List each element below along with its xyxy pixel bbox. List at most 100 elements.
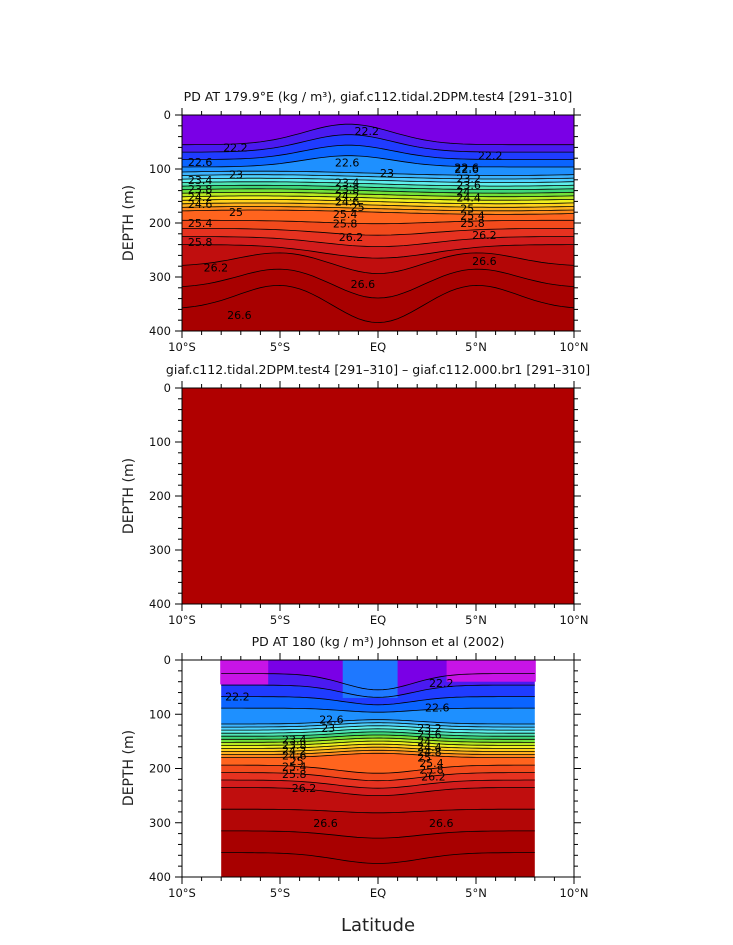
panel-top-band [182, 134, 574, 160]
panel-top-band [182, 171, 574, 179]
panel-top-contour-label: 22.6 [454, 163, 479, 176]
panel-bottom-contour-label: 24.2 [282, 745, 307, 758]
panel-bottom-xtick-label: EQ [370, 886, 386, 900]
panel-bottom-ylabel: DEPTH (m) [121, 730, 137, 806]
panel-top-band [182, 181, 574, 190]
panel-top-band [182, 206, 574, 215]
panel-top-band [182, 228, 574, 247]
panel-top-xtick-label: 5°N [465, 340, 487, 354]
panel-top-contour-label: 25.8 [188, 236, 213, 249]
panel-top-contour-label: 25 [351, 201, 365, 214]
panel-bottom-contour-label: 22.6 [425, 702, 450, 715]
panel-top-contour-line [182, 188, 574, 194]
panel-bottom-band [221, 731, 535, 740]
panel-top-contour-label: 26.6 [351, 278, 376, 291]
panel-bottom-contour-line [221, 734, 535, 740]
panel-bottom-contour-line [221, 719, 535, 725]
panel-top-contour-label: 26.2 [472, 229, 497, 242]
panel-top-contour-label: 25 [460, 202, 474, 215]
panel-bottom-ytick-label: 300 [149, 816, 171, 830]
panel-bottom-contour-line [221, 772, 535, 782]
panel-top-contour-line [182, 199, 574, 205]
panel-middle-axes: 10°S 5°S EQ 5°N 10°N 0 100 200 300 400 [149, 381, 589, 627]
panel-top-ylabel: DEPTH (m) [121, 185, 137, 261]
panel-top-xtick-label: 10°S [168, 340, 196, 354]
panel-bottom-band [221, 725, 535, 734]
panel-bottom-contour-label: 25.4 [282, 760, 307, 773]
panel-middle-ytick-label: 300 [149, 543, 171, 557]
panel-bottom-band [221, 685, 535, 705]
panel-middle-xtick-label: EQ [370, 613, 386, 627]
panel-bottom-band [221, 741, 535, 749]
panel-bottom-band [221, 753, 535, 774]
panel-bottom-band [221, 747, 535, 755]
panel-top-ytick-label: 300 [149, 270, 171, 284]
panel-top-band [182, 188, 574, 197]
panel-top-contour-line [182, 134, 574, 153]
panel-bottom-contour-line [221, 725, 535, 731]
panel-bottom-contour-label: 26.6 [429, 817, 454, 830]
panel-top-xtick-label: 10°N [560, 340, 589, 354]
panel-top-band [182, 192, 574, 201]
panel-bottom-band [221, 830, 535, 864]
panel-top-contour-line [182, 206, 574, 212]
panel-bottom-contour-label: 22.2 [429, 677, 454, 690]
panel-bottom-contour-lines [221, 673, 535, 864]
panel-bottom-band [221, 735, 535, 743]
panel-bottom-band [221, 738, 535, 746]
panel-middle-ytick-label: 100 [149, 435, 171, 449]
panel-top-contour-label: 26.6 [227, 309, 252, 322]
panel-top-contour-line [182, 202, 574, 208]
panel-bottom-band [221, 722, 535, 731]
panel-bottom-band [221, 744, 535, 752]
panel-top-contour-line [182, 209, 574, 215]
panel-bottom-contour-label: 25 [290, 755, 304, 768]
panel-bottom-contour-label: 24.6 [282, 750, 307, 763]
panel-top-contour-label: 25.4 [460, 209, 485, 222]
panel-bottom-contour-line [221, 752, 535, 758]
panel-top-contour-label: 25 [229, 206, 243, 219]
panel-bottom-contour-label: 22.2 [225, 690, 250, 703]
panel-top-contour-label: 25.4 [188, 217, 213, 230]
panel-top-contour-label: 23.8 [188, 183, 213, 196]
panel-top-contour-line [182, 252, 574, 274]
panel-top-field [182, 115, 574, 331]
panel-top: PD AT 179.9°E (kg / m³), giaf.c112.tidal… [121, 89, 589, 354]
panel-bottom-contour-line [221, 707, 535, 713]
panel-bottom-ytick-label: 100 [149, 707, 171, 721]
panel-top-contour-label: 22.2 [478, 150, 503, 163]
panel-middle-field [182, 388, 574, 604]
panel-top-band [182, 285, 574, 331]
panel-top-band [182, 252, 574, 298]
panel-top-contour-label: 23.4 [188, 174, 213, 187]
panel-top-band [182, 244, 574, 274]
panel-bottom-contour-label: 22.6 [319, 714, 344, 727]
panel-bottom-contour-label: 25.8 [419, 764, 444, 777]
panel-bottom-contour-label: 26.2 [421, 771, 446, 784]
panel-top-contour-label: 23.2 [456, 173, 481, 186]
panel-bottom-band [220, 660, 269, 685]
panel-top-contour-line [182, 181, 574, 187]
panel-top-ytick-label: 200 [149, 216, 171, 230]
panel-top-contour-line [182, 184, 574, 190]
panel-top-xtick-label: 5°S [270, 340, 290, 354]
panel-top-contour-label: 24.2 [335, 190, 360, 203]
panel-top-contour-label: 23.6 [456, 179, 481, 192]
panel-bottom: PD AT 180 (kg / m³) Johnson et al (2002)… [121, 634, 589, 900]
panel-bottom-contour-line [221, 737, 535, 743]
panel-top-axes: 10°S 5°S EQ 5°N 10°N 0 100 200 300 400 [149, 108, 589, 354]
panel-middle-xtick-label: 10°N [560, 613, 589, 627]
panel-middle-title: giaf.c112.tidal.2DPM.test4 [291–310] – g… [166, 362, 590, 377]
panel-bottom-field [220, 660, 536, 877]
panel-top-contour-label: 22.6 [188, 156, 213, 169]
panel-top-contour-line [182, 170, 574, 176]
panel-bottom-contour-label: 24.8 [417, 746, 442, 759]
panel-top-contour-line [182, 244, 574, 259]
panel-bottom-xtick-label: 5°S [270, 886, 290, 900]
panel-top-contour-line [182, 219, 574, 225]
panel-top-contour-label: 22.6 [335, 157, 360, 170]
panel-bottom-band [342, 660, 398, 698]
panel-bottom-color-bands [220, 660, 536, 877]
panel-bottom-axes: 10°S 5°S EQ 5°N 10°N 0 100 200 300 400 [149, 653, 589, 900]
panel-bottom-contour-label: 23 [321, 722, 335, 735]
